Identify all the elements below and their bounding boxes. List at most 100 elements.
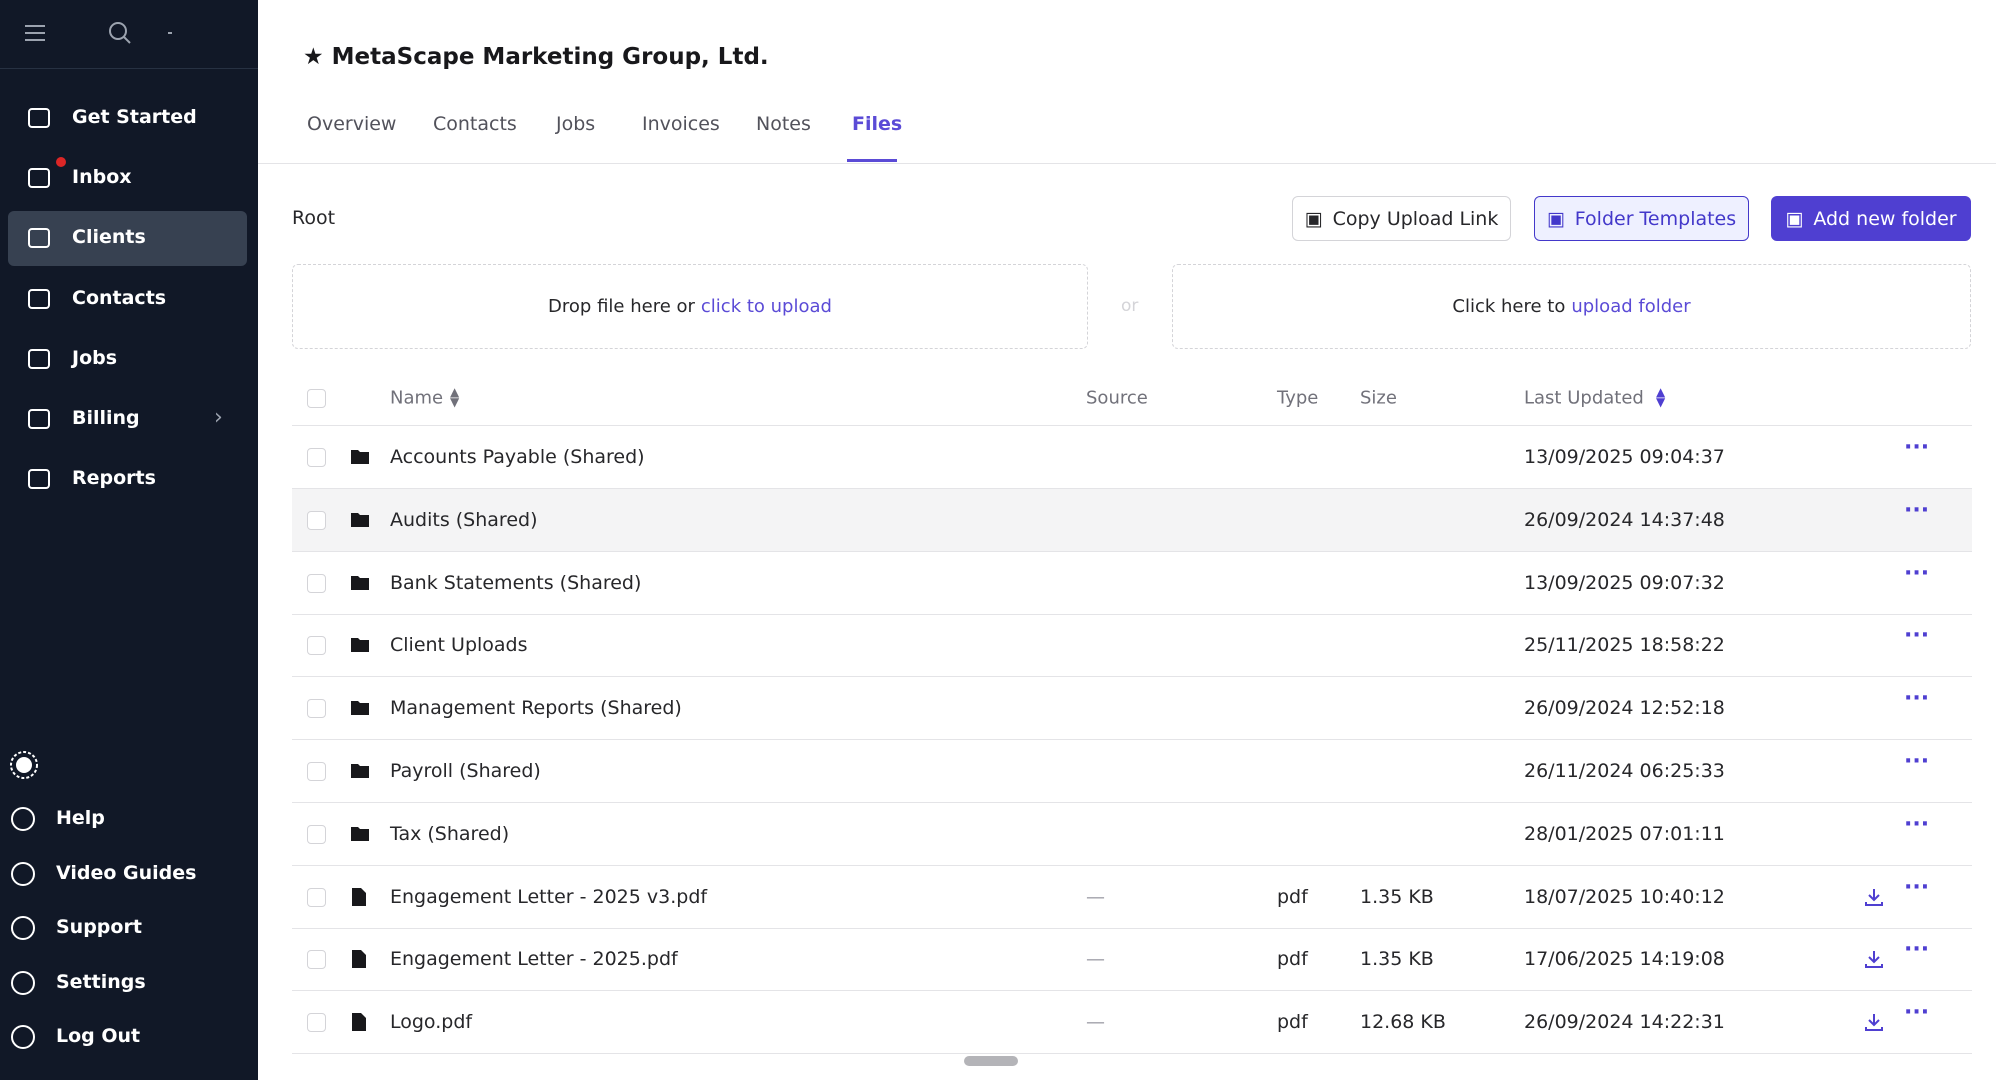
dropzone[interactable]: Click here to upload folder	[1172, 264, 1971, 349]
sort-icon[interactable]: ▲ ▼	[450, 385, 460, 409]
checkbox[interactable]	[307, 1013, 326, 1033]
cell-updated: 13/09/2025 09:07:32	[1524, 571, 1725, 594]
tab[interactable]: Contacts	[433, 113, 517, 135]
tab[interactable]: Invoices	[642, 113, 720, 135]
more-menu[interactable]: ···	[1904, 874, 1930, 900]
dropzone[interactable]: Drop file here or click to upload	[292, 264, 1088, 349]
row-name[interactable]: Engagement Letter - 2025 v3.pdf	[390, 885, 708, 908]
nav-item[interactable]: Clients	[72, 226, 146, 249]
row-name[interactable]: Accounts Payable (Shared)	[390, 446, 645, 468]
row-divider	[292, 802, 1972, 803]
checkbox[interactable]	[307, 510, 326, 530]
more-menu[interactable]: ···	[1904, 937, 1930, 963]
footer-item[interactable]: Help	[56, 807, 105, 829]
row-icon	[350, 635, 370, 657]
more-menu[interactable]: ···	[1904, 497, 1930, 523]
download[interactable]	[1864, 887, 1884, 911]
more-menu[interactable]: ···	[1904, 435, 1930, 460]
checkbox[interactable]	[307, 762, 326, 781]
title-text: MetaScape Marketing Group, Ltd.	[331, 44, 769, 70]
row-divider	[292, 613, 1972, 615]
nav-item[interactable]: Reports	[72, 467, 156, 490]
checkbox[interactable]	[307, 573, 326, 593]
row-divider	[292, 864, 1972, 866]
row-name[interactable]: Engagement Letter - 2025.pdf	[390, 948, 678, 971]
nav-icon	[25, 164, 53, 196]
tab[interactable]: Files	[852, 113, 903, 135]
button[interactable]: ▣ Folder Templates	[1534, 196, 1749, 241]
scrollbar[interactable]	[964, 1056, 1018, 1066]
more-menu[interactable]: ···	[1904, 1000, 1930, 1026]
checkbox[interactable]	[307, 950, 326, 970]
tab[interactable]: Overview	[307, 113, 397, 135]
download[interactable]	[1864, 949, 1884, 973]
dropzone-link[interactable]: upload folder	[1571, 296, 1691, 317]
dropzone-text: Click here to	[1452, 296, 1566, 317]
footer-item[interactable]: Log Out	[56, 1025, 141, 1048]
checkbox[interactable]	[307, 887, 326, 907]
more-menu[interactable]: ···	[1904, 749, 1930, 774]
row-name[interactable]: Bank Statements (Shared)	[390, 571, 642, 594]
divider	[0, 68, 258, 69]
nav-icon	[25, 285, 53, 317]
nav-icon	[28, 168, 50, 189]
dropzone-link[interactable]: click to upload	[700, 296, 832, 317]
column-header[interactable]: Last Updated	[1524, 387, 1644, 409]
row-name[interactable]: Logo.pdf	[390, 1011, 473, 1034]
nav-icon	[28, 409, 50, 429]
footer-icon	[9, 969, 37, 1001]
checkbox[interactable]	[307, 636, 326, 656]
sort-icon[interactable]: ▲ ▼	[1656, 385, 1666, 409]
status-icon	[10, 751, 38, 779]
checkbox[interactable]	[307, 448, 326, 467]
tab[interactable]: Jobs	[556, 113, 596, 135]
more-menu[interactable]: ···	[1904, 811, 1930, 837]
cell-updated: 26/09/2024 12:52:18	[1524, 697, 1725, 720]
checkbox[interactable]	[307, 389, 326, 408]
cell-source: —	[1086, 885, 1105, 908]
more-menu[interactable]: ···	[1904, 560, 1930, 586]
top-icons	[25, 22, 172, 44]
row-name[interactable]: Payroll (Shared)	[390, 760, 541, 782]
folder-icon	[351, 512, 369, 527]
nav-icon	[28, 288, 50, 309]
row-divider	[292, 739, 1972, 741]
row-icon	[350, 1012, 368, 1036]
folder-icon	[351, 764, 369, 778]
file-icon	[352, 950, 366, 969]
folder-icon	[351, 638, 369, 653]
tab[interactable]: Notes	[756, 113, 811, 135]
footer-item[interactable]: Support	[56, 916, 142, 939]
row-name[interactable]: Tax (Shared)	[390, 822, 510, 845]
cell-type: pdf	[1277, 885, 1308, 908]
button[interactable]: ▣ Copy Upload Link	[1292, 196, 1511, 241]
icon	[11, 1025, 35, 1050]
nav-item[interactable]: Billing	[72, 407, 140, 429]
column-header[interactable]: Name	[390, 387, 444, 409]
button[interactable]: ▣ Add new folder	[1771, 196, 1971, 241]
checkbox[interactable]	[307, 824, 326, 844]
cell-updated: 18/07/2025 10:40:12	[1524, 885, 1725, 908]
more-menu[interactable]: ···	[1904, 623, 1930, 649]
row-divider	[292, 990, 1972, 992]
footer-item[interactable]: Video Guides	[56, 861, 197, 884]
row-name[interactable]: Client Uploads	[390, 634, 528, 657]
breadcrumb[interactable]: Root	[292, 207, 336, 229]
row-name[interactable]: Audits (Shared)	[390, 508, 538, 531]
cell-updated: 26/09/2024 14:37:48	[1524, 508, 1725, 531]
row-name[interactable]: Management Reports (Shared)	[390, 697, 682, 720]
separator: or	[1121, 296, 1139, 316]
nav-item[interactable]: Get Started	[72, 106, 197, 128]
nav-item[interactable]: Inbox	[72, 166, 132, 189]
checkbox[interactable]	[307, 699, 326, 719]
divider	[292, 425, 1972, 426]
nav-item[interactable]: Jobs	[72, 346, 118, 369]
nav-icon	[25, 104, 53, 136]
cell-updated: 17/06/2025 14:19:08	[1524, 948, 1725, 971]
footer-item[interactable]: Settings	[56, 970, 146, 993]
nav-item[interactable]: Contacts	[72, 286, 167, 309]
column-header: Source	[1086, 387, 1148, 409]
tab-underline	[847, 159, 897, 162]
more-menu[interactable]: ···	[1904, 686, 1930, 712]
download[interactable]	[1864, 1012, 1884, 1036]
